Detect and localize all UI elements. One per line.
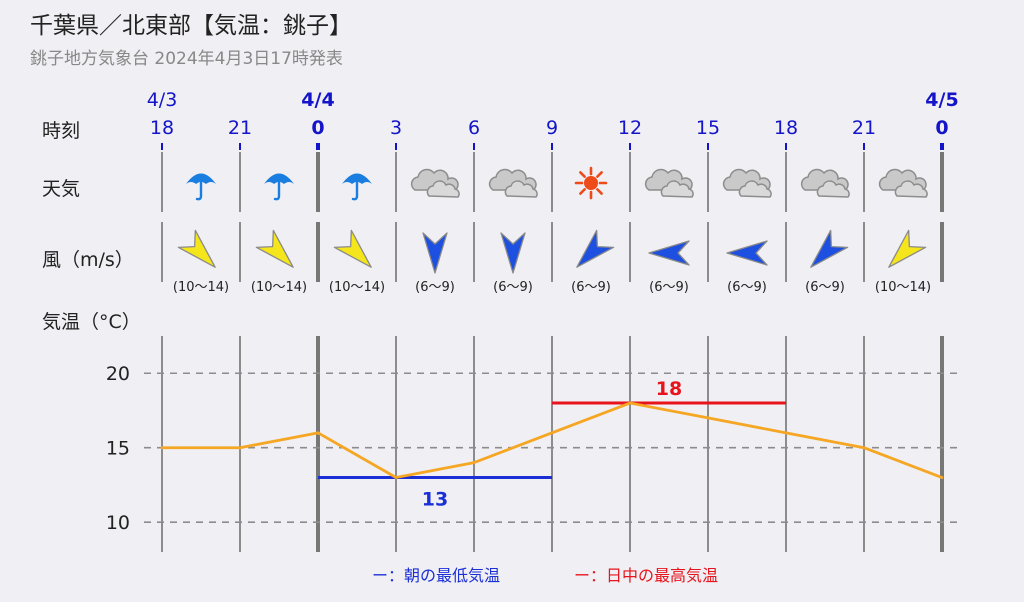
- date-label-1: 4/4: [301, 89, 334, 111]
- temperature-point-2: [316, 431, 320, 435]
- page-subtitle: 銚子地方気象台 2024年4月3日17時発表: [30, 49, 343, 69]
- y-tick-label-0: 20: [106, 363, 130, 385]
- wind-speed-label-1: (10〜14): [251, 280, 307, 295]
- hour-label-8: 18: [774, 117, 798, 139]
- wind-arrow-icon: [422, 232, 448, 274]
- wind-speed-label-2: (10〜14): [329, 280, 385, 295]
- weather-row-label: 天気: [42, 178, 81, 200]
- wind-arrow-icon: [726, 240, 768, 266]
- wind-arrow-icon: [576, 229, 615, 268]
- temperature-point-1: [238, 446, 242, 450]
- umbrella-icon: [342, 173, 372, 201]
- cloud-icon: [800, 168, 850, 198]
- time-row-label: 時刻: [42, 120, 81, 142]
- wind-arrow-icon: [177, 229, 216, 268]
- temperature-point-8: [784, 431, 788, 435]
- hour-label-0: 18: [150, 117, 174, 139]
- wind-speed-label-3: (6〜9): [415, 280, 455, 295]
- max-temp-label: 18: [656, 378, 682, 400]
- hour-label-7: 15: [696, 117, 720, 139]
- hour-label-2: 0: [311, 117, 324, 139]
- hour-label-6: 12: [618, 117, 642, 139]
- date-label-0: 4/3: [147, 89, 178, 111]
- hour-label-4: 6: [468, 117, 480, 139]
- wind-speed-label-9: (10〜14): [875, 280, 931, 295]
- wind-arrow-icon: [648, 240, 690, 266]
- legend-min: ー：朝の最低気温: [372, 566, 500, 585]
- temperature-point-10: [940, 476, 944, 479]
- wind-speed-label-6: (6〜9): [649, 280, 689, 295]
- wind-arrow-icon: [333, 229, 372, 268]
- hour-label-3: 3: [390, 117, 402, 139]
- wind-speed-label-7: (6〜9): [727, 280, 767, 295]
- cloud-icon: [722, 168, 772, 198]
- umbrella-icon: [186, 173, 216, 201]
- wind-speed-label-5: (6〜9): [571, 280, 611, 295]
- cloud-icon: [410, 168, 460, 198]
- cloud-icon: [488, 168, 538, 198]
- legend-max: ー：日中の最高気温: [574, 566, 718, 585]
- wind-arrow-icon: [888, 229, 927, 268]
- temperature-point-3: [394, 476, 398, 479]
- cloud-icon: [644, 168, 694, 198]
- wind-arrow-icon: [810, 229, 849, 268]
- umbrella-icon: [264, 173, 294, 201]
- wind-speed-label-0: (10〜14): [173, 280, 229, 295]
- date-label-2: 4/5: [925, 89, 958, 111]
- temperature-point-5: [550, 431, 554, 435]
- hour-label-1: 21: [228, 117, 252, 139]
- y-tick-label-2: 10: [106, 512, 130, 534]
- y-tick-label-1: 15: [106, 438, 130, 460]
- wind-row-label: 風（m/s）: [42, 249, 134, 271]
- hour-label-10: 0: [935, 117, 948, 139]
- temperature-point-4: [472, 461, 476, 465]
- hour-label-5: 9: [546, 117, 558, 139]
- cloud-icon: [878, 168, 928, 198]
- wind-arrow-icon: [500, 232, 526, 274]
- temperature-point-0: [160, 446, 164, 450]
- temperature-point-6: [628, 401, 632, 405]
- page-title: 千葉県／北東部【気温：銚子】: [30, 13, 352, 39]
- wind-arrow-icon: [255, 229, 294, 268]
- min-temp-label: 13: [422, 489, 448, 511]
- hour-label-9: 21: [852, 117, 876, 139]
- wind-speed-label-8: (6〜9): [805, 280, 845, 295]
- temperature-point-7: [706, 416, 710, 420]
- wind-speed-label-4: (6〜9): [493, 280, 533, 295]
- temperature-point-9: [862, 446, 866, 450]
- temp-row-label: 気温（°C）: [42, 311, 141, 333]
- sun-icon: [574, 166, 608, 200]
